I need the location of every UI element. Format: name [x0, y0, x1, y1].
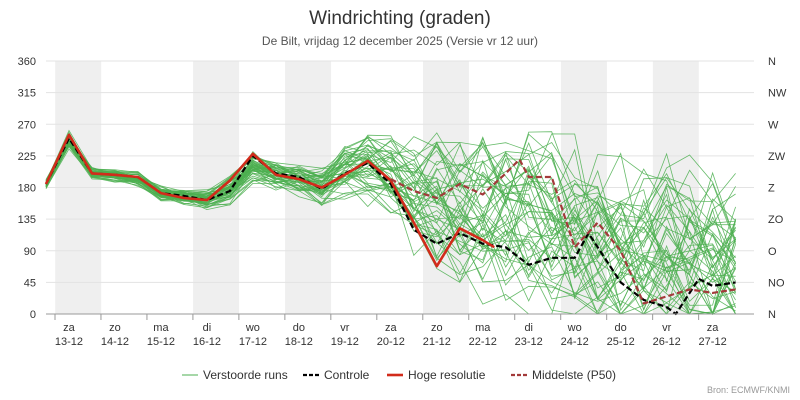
x-tick-day: ma [475, 322, 491, 334]
x-tick-date: 25-12 [607, 336, 635, 348]
x-tick-day: vr [340, 322, 350, 334]
axes: 0 N 45 NO 90 O 135 ZO 180 Z 225 ZW 270 W 315 NW 360 Nza 13… [18, 56, 787, 348]
chart-subtitle: De Bilt, vrijdag 12 december 2025 (Versi… [262, 34, 538, 48]
ensemble-member-line [45, 133, 736, 292]
x-tick-date: 20-12 [377, 336, 405, 348]
main-series [44, 133, 736, 316]
x-tick-date: 19-12 [331, 336, 359, 348]
x-tick-date: 14-12 [101, 336, 129, 348]
right-tick-label: W [768, 119, 779, 131]
legend-label-1[interactable]: Controle [324, 368, 370, 382]
ensemble-member-line [45, 135, 736, 269]
y-tick-label: 360 [18, 56, 36, 68]
ensemble-member-line [45, 145, 736, 315]
x-tick-date: 18-12 [285, 336, 313, 348]
x-tick-date: 26-12 [653, 336, 681, 348]
y-tick-label: 270 [18, 119, 36, 131]
y-tick-label: 315 [18, 88, 36, 100]
ensemble-member-line [45, 141, 736, 263]
x-tick-date: 13-12 [55, 336, 83, 348]
ensemble-member-line [45, 134, 736, 261]
series-line-2 [44, 133, 495, 268]
x-tick-date: 23-12 [515, 336, 543, 348]
x-tick-day: do [293, 322, 305, 334]
right-tick-label: NW [768, 88, 787, 100]
x-tick-day: zo [431, 322, 443, 334]
y-tick-label: 180 [18, 183, 36, 195]
x-tick-date: 16-12 [193, 336, 221, 348]
x-tick-date: 15-12 [147, 336, 175, 348]
x-tick-day: wo [567, 322, 582, 334]
x-tick-date: 24-12 [561, 336, 589, 348]
legend-label-0[interactable]: Verstoorde runs [203, 368, 288, 382]
y-tick-label: 225 [18, 151, 36, 163]
ensemble-member-line [45, 136, 736, 259]
series-line-3 [390, 158, 736, 305]
legend[interactable]: Verstoorde runs Controle Hoge resolutie Mid… [182, 368, 616, 382]
x-tick-day: di [203, 322, 212, 334]
right-tick-label: Z [768, 183, 775, 195]
x-tick-day: za [63, 322, 76, 334]
right-tick-label: O [768, 246, 777, 258]
chart-title: Windrichting (graden) [309, 8, 491, 29]
right-tick-label: N [768, 56, 776, 68]
x-tick-date: 22-12 [469, 336, 497, 348]
right-tick-label: N [768, 309, 776, 321]
right-tick-label: NO [768, 277, 785, 289]
x-tick-day: ma [153, 322, 169, 334]
y-tick-label: 0 [30, 309, 36, 321]
ensemble-members [45, 129, 736, 316]
y-tick-label: 90 [24, 246, 36, 258]
x-tick-day: za [385, 322, 398, 334]
y-tick-label: 45 [24, 277, 36, 289]
legend-label-2[interactable]: Hoge resolutie [408, 368, 486, 382]
source-label: Bron: ECMWF/KNMI [707, 385, 790, 395]
ensemble-member-line [45, 138, 736, 268]
x-tick-day: vr [662, 322, 672, 334]
ensemble-member-line [45, 145, 736, 315]
y-tick-label: 135 [18, 214, 36, 226]
x-tick-day: di [524, 322, 533, 334]
x-tick-date: 27-12 [699, 336, 727, 348]
ensemble-member-line [45, 140, 736, 302]
x-tick-day: zo [109, 322, 121, 334]
legend-label-3[interactable]: Middelste (P50) [532, 368, 616, 382]
x-tick-date: 17-12 [239, 336, 267, 348]
x-tick-date: 21-12 [423, 336, 451, 348]
x-tick-day: za [707, 322, 720, 334]
right-tick-label: ZO [768, 214, 784, 226]
right-tick-label: ZW [768, 151, 786, 163]
x-tick-day: do [615, 322, 627, 334]
x-tick-day: wo [245, 322, 260, 334]
